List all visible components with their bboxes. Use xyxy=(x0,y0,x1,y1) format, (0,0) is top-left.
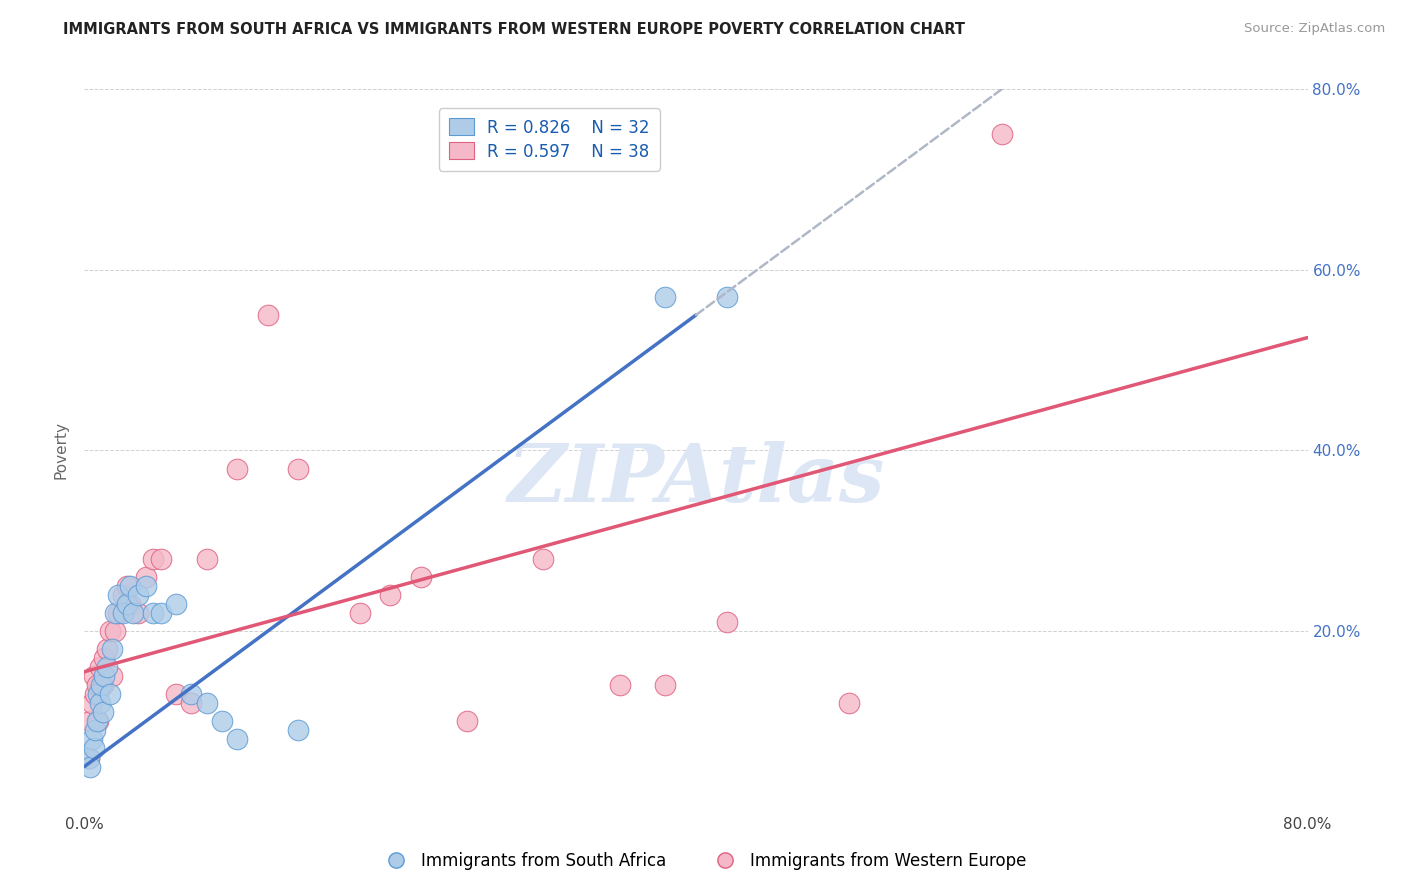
Legend: R = 0.826    N = 32, R = 0.597    N = 38: R = 0.826 N = 32, R = 0.597 N = 38 xyxy=(439,108,659,170)
Point xyxy=(180,687,202,701)
Point xyxy=(111,588,134,602)
Point xyxy=(211,714,233,729)
Point xyxy=(609,678,631,692)
Point xyxy=(80,732,103,747)
Point xyxy=(165,687,187,701)
Point xyxy=(91,706,114,720)
Point xyxy=(111,606,134,620)
Point xyxy=(104,606,127,620)
Point xyxy=(79,759,101,773)
Point xyxy=(195,551,218,566)
Point xyxy=(87,714,110,729)
Point xyxy=(98,624,121,639)
Point xyxy=(195,697,218,711)
Point xyxy=(79,714,101,729)
Point xyxy=(226,732,249,747)
Point xyxy=(101,669,124,683)
Point xyxy=(226,461,249,475)
Point xyxy=(83,741,105,756)
Point xyxy=(531,551,554,566)
Point xyxy=(142,551,165,566)
Point xyxy=(180,697,202,711)
Point xyxy=(142,606,165,620)
Text: IMMIGRANTS FROM SOUTH AFRICA VS IMMIGRANTS FROM WESTERN EUROPE POVERTY CORRELATI: IMMIGRANTS FROM SOUTH AFRICA VS IMMIGRAN… xyxy=(63,22,966,37)
Point xyxy=(89,697,111,711)
Point xyxy=(287,461,309,475)
Legend: Immigrants from South Africa, Immigrants from Western Europe: Immigrants from South Africa, Immigrants… xyxy=(373,846,1033,877)
Point xyxy=(84,687,107,701)
Point xyxy=(93,651,115,665)
Point xyxy=(91,678,114,692)
Point xyxy=(90,678,112,692)
Point xyxy=(287,723,309,738)
Point xyxy=(654,290,676,304)
Point xyxy=(991,128,1014,142)
Point xyxy=(77,750,100,764)
Point xyxy=(654,678,676,692)
Point xyxy=(135,579,157,593)
Point xyxy=(165,597,187,611)
Point xyxy=(127,588,149,602)
Y-axis label: Poverty: Poverty xyxy=(53,421,69,480)
Point xyxy=(101,642,124,657)
Point xyxy=(115,579,138,593)
Point xyxy=(93,669,115,683)
Point xyxy=(86,714,108,729)
Point xyxy=(122,606,145,620)
Point xyxy=(380,588,402,602)
Point xyxy=(115,597,138,611)
Point xyxy=(456,714,478,729)
Point xyxy=(89,660,111,674)
Point xyxy=(409,570,432,584)
Point xyxy=(98,687,121,701)
Point xyxy=(80,697,103,711)
Point xyxy=(107,588,129,602)
Point xyxy=(149,606,172,620)
Point xyxy=(257,308,280,322)
Point xyxy=(87,687,110,701)
Point xyxy=(120,579,142,593)
Text: ZIPAtlas: ZIPAtlas xyxy=(508,441,884,518)
Point xyxy=(84,723,107,738)
Point xyxy=(716,290,738,304)
Point xyxy=(349,606,371,620)
Point xyxy=(716,615,738,629)
Point xyxy=(120,597,142,611)
Point xyxy=(838,697,860,711)
Point xyxy=(107,606,129,620)
Text: Source: ZipAtlas.com: Source: ZipAtlas.com xyxy=(1244,22,1385,36)
Point xyxy=(77,750,100,764)
Point xyxy=(127,606,149,620)
Point xyxy=(104,624,127,639)
Point xyxy=(149,551,172,566)
Point xyxy=(86,678,108,692)
Point xyxy=(135,570,157,584)
Point xyxy=(83,669,105,683)
Point xyxy=(96,660,118,674)
Point xyxy=(96,642,118,657)
